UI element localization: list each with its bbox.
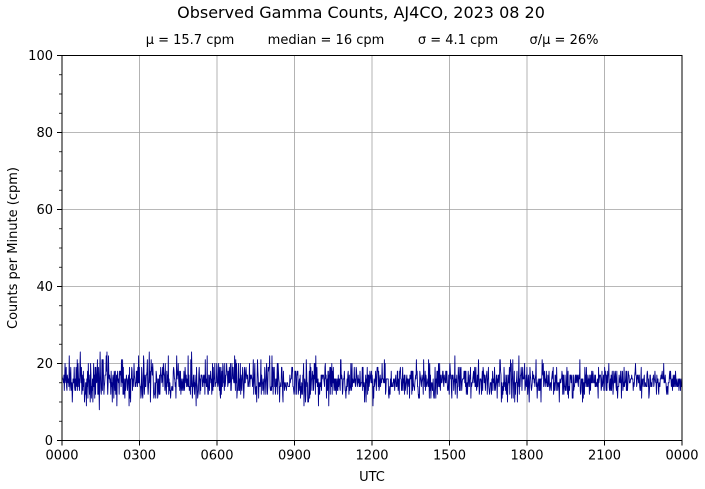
chart-title: Observed Gamma Counts, AJ4CO, 2023 08 20 [177,3,545,22]
x-tick-label: 1200 [355,449,388,464]
x-tick-label: 0000 [45,449,78,464]
stat-sigma: σ = 4.1 cpm [418,33,498,48]
stat-mean: μ = 15.7 cpm [146,33,235,48]
x-tick-label: 0300 [123,449,156,464]
x-tick-label: 0900 [278,449,311,464]
y-tick-label: 100 [28,49,53,64]
stat-median: median = 16 cpm [268,33,385,48]
y-tick-label: 0 [45,434,53,449]
y-axis: 0 20 40 60 80 100 [28,49,62,449]
x-tick-label: 0600 [200,449,233,464]
x-axis: 0000 0300 0600 0900 1200 1500 1800 2100 0000 [45,440,699,464]
y-axis-label: Counts per Minute (cpm) [6,167,21,329]
x-tick-label: 0000 [665,449,698,464]
x-tick-label: 1500 [433,449,466,464]
y-tick-label: 60 [36,203,53,218]
stats-line: μ = 15.7 cpm median = 16 cpm σ = 4.1 cpm… [146,33,599,48]
x-axis-label: UTC [359,470,385,485]
stat-cv: σ/μ = 26% [530,33,599,48]
y-tick-label: 40 [36,280,53,295]
x-tick-label: 2100 [588,449,621,464]
x-tick-label: 1800 [510,449,543,464]
y-tick-label: 80 [36,126,53,141]
series-line-counts [61,351,683,411]
y-tick-label: 20 [36,357,53,372]
